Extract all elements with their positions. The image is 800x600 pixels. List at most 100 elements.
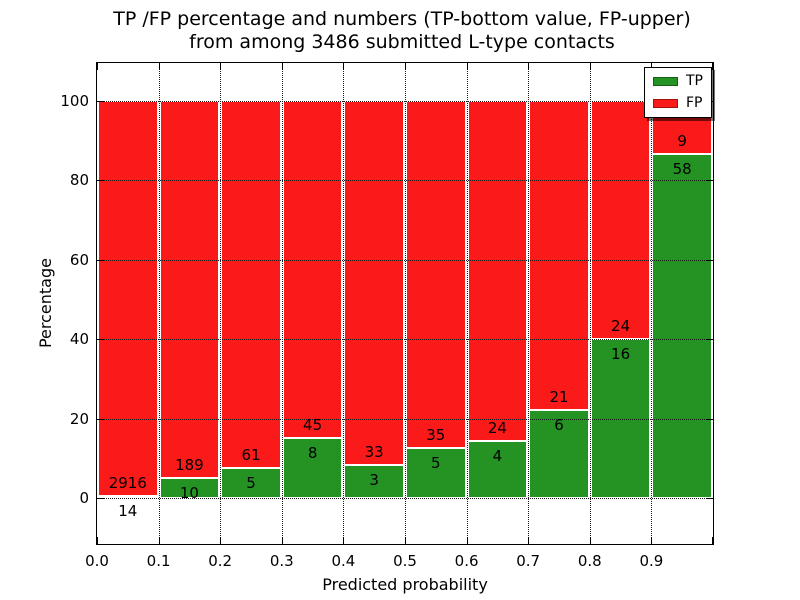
tp-bar: [406, 448, 466, 498]
x-tick-label: 0.6: [454, 552, 479, 570]
fp-bar: [221, 101, 281, 468]
x-tick-mark: [466, 63, 468, 70]
y-tick-label: 20: [69, 409, 89, 428]
tp-count-label: 3: [369, 470, 379, 489]
x-tick-mark: [220, 63, 222, 70]
tp-bar: [467, 441, 528, 498]
x-axis-label: Predicted probability: [322, 575, 488, 594]
tp-count-label: 10: [179, 484, 199, 503]
x-tick-label: 0.8: [577, 552, 602, 570]
x-tick-mark: [343, 537, 345, 544]
y-tick-mark: [97, 418, 104, 420]
plot-area: Predicted probability Percentage TP FP 29…: [36, 62, 714, 594]
x-tick-mark: [158, 537, 160, 544]
fp-bar: [590, 101, 651, 340]
x-tick-mark: [528, 537, 530, 544]
y-tick-mark: [706, 339, 713, 341]
fp-bar: [467, 101, 528, 442]
fp-bar: [344, 101, 404, 465]
x-tick-label: 0.9: [639, 552, 664, 570]
tp-bar: [98, 496, 158, 498]
tp-count-label: 5: [431, 454, 441, 473]
y-tick-label: 0: [79, 489, 89, 507]
tp-bar: [529, 409, 589, 498]
fp-count-label: 21: [549, 387, 569, 406]
gridline-vertical: [651, 63, 653, 544]
chart-title-line2: from among 3486 submitted L-type contact…: [189, 31, 615, 53]
gridline-vertical: [589, 63, 591, 544]
tp-bar: [344, 464, 404, 498]
fp-count-label: 33: [364, 442, 384, 461]
x-tick-mark: [281, 63, 283, 70]
legend-swatch-tp: [653, 77, 678, 86]
x-tick-mark: [466, 537, 468, 544]
fp-count-label: 2916: [108, 474, 147, 493]
x-tick-label: 0.4: [331, 552, 356, 570]
y-tick-mark: [706, 259, 713, 261]
tp-count-label: 58: [672, 160, 692, 179]
tp-bar: [652, 154, 712, 498]
legend-item: FP: [653, 96, 703, 111]
tp-bar: [590, 339, 651, 498]
x-tick-mark: [405, 537, 406, 544]
tp-count-label: 8: [307, 444, 318, 463]
tp-bar: [159, 478, 220, 498]
x-tick-mark: [405, 63, 406, 70]
tp-count-label: 4: [492, 447, 503, 466]
y-tick-mark: [97, 180, 104, 182]
fp-count-label: 24: [487, 419, 507, 438]
x-tick-mark: [589, 537, 591, 544]
gridline-vertical: [528, 63, 530, 544]
fp-count-label: 45: [303, 416, 323, 435]
fp-count-label: 24: [611, 317, 631, 336]
chart-title-line1: TP /FP percentage and numbers (TP-bottom…: [113, 8, 691, 30]
legend-item: TP: [653, 74, 703, 89]
x-tick-mark: [281, 537, 283, 544]
x-tick-mark: [343, 63, 345, 70]
y-tick-label: 80: [69, 171, 89, 190]
tp-count-label: 6: [554, 415, 564, 434]
legend: TP FP: [644, 67, 712, 118]
x-tick-mark: [220, 537, 222, 544]
tp-bar: [282, 438, 343, 498]
tp-count-label: 16: [611, 345, 631, 364]
fp-count-label: 35: [426, 426, 446, 445]
tp-count-label: 14: [118, 502, 138, 521]
gridline-vertical: [343, 63, 345, 544]
gridline-vertical: [158, 63, 160, 544]
y-tick-mark: [97, 339, 104, 341]
y-tick-mark: [97, 101, 104, 102]
y-tick-label: 40: [69, 330, 89, 349]
x-tick-mark: [712, 63, 713, 70]
gridline-vertical: [405, 63, 406, 544]
y-tick-label: 100: [60, 92, 89, 110]
gridline-vertical: [466, 63, 468, 544]
fp-count-label: 189: [175, 456, 204, 475]
fp-count-label: 9: [677, 132, 687, 151]
x-tick-mark: [97, 63, 98, 70]
legend-label: FP: [686, 95, 703, 111]
x-tick-mark: [528, 63, 530, 70]
y-tick-mark: [97, 498, 104, 499]
x-tick-mark: [651, 537, 653, 544]
fp-count-label: 61: [241, 445, 261, 464]
x-tick-mark: [712, 537, 713, 544]
fp-bar: [159, 101, 220, 479]
y-tick-mark: [706, 180, 713, 182]
y-tick-mark: [706, 418, 713, 420]
x-tick-label: 0.2: [208, 552, 233, 570]
x-tick-mark: [589, 63, 591, 70]
legend-label: TP: [686, 73, 703, 89]
y-tick-mark: [706, 498, 713, 499]
x-tick-label: 0.0: [85, 552, 109, 570]
fp-bar: [98, 101, 158, 497]
gridline-vertical: [220, 63, 222, 544]
legend-swatch-fp: [653, 99, 678, 108]
tp-bar: [221, 467, 281, 498]
y-axis-label: Percentage: [36, 258, 55, 349]
x-tick-label: 0.5: [393, 552, 417, 570]
y-tick-mark: [97, 259, 104, 261]
y-tick-label: 60: [69, 250, 89, 269]
tp-count-label: 5: [246, 473, 256, 492]
